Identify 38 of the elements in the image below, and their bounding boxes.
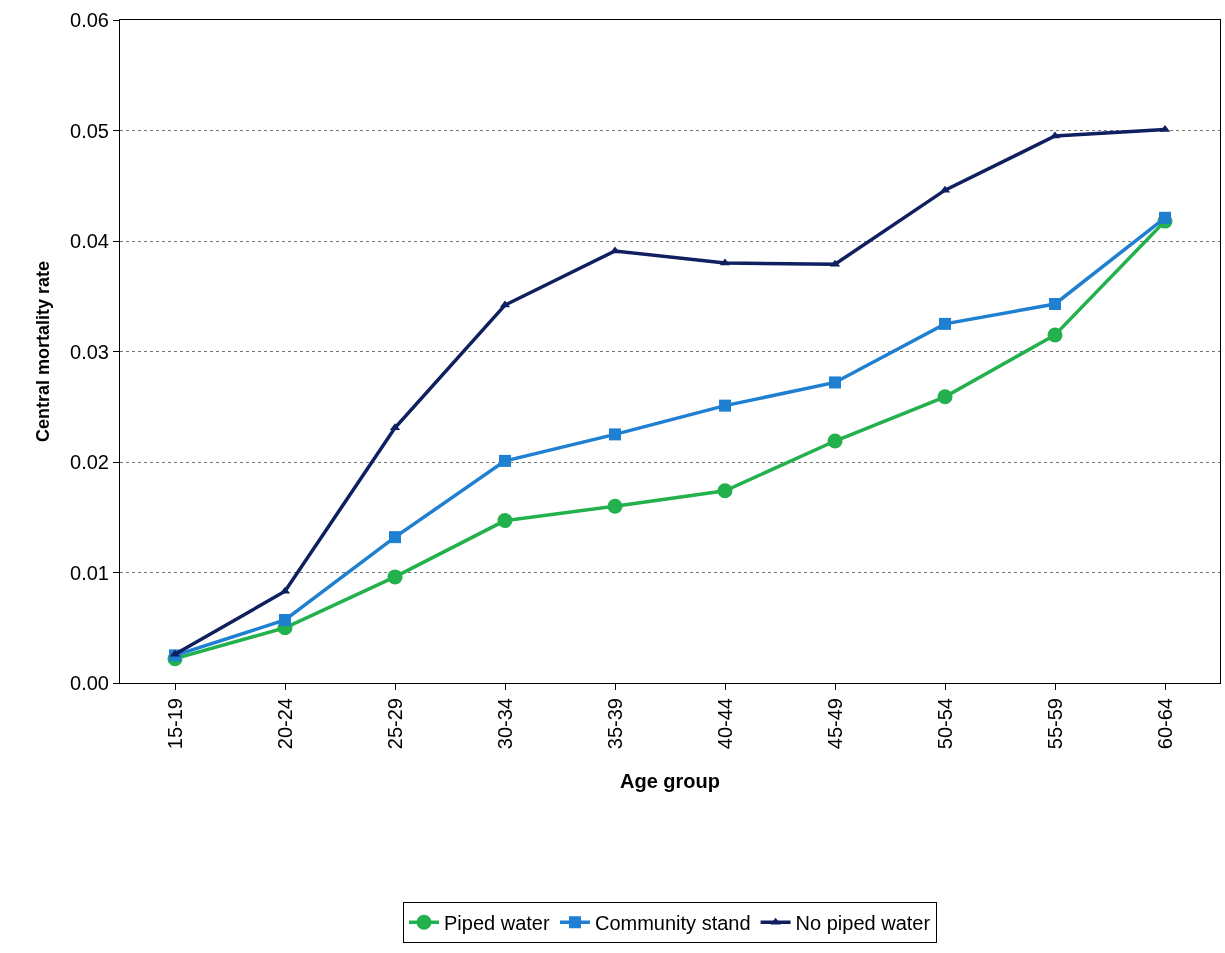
x-tick-label: 55-59 <box>1043 698 1066 750</box>
x-tick-label: 20-24 <box>273 698 296 750</box>
y-tick-label: 0.02 <box>70 451 109 473</box>
y-tick-label: 0.05 <box>70 119 109 142</box>
point <box>1049 297 1061 310</box>
y-tick-label: 0.00 <box>70 672 109 694</box>
legend-label: No piped water <box>795 912 931 935</box>
point <box>609 428 621 441</box>
x-tick-label: 60-64 <box>1153 698 1176 750</box>
point <box>607 498 623 514</box>
point <box>827 433 843 449</box>
y-tick-label: 0.01 <box>70 561 109 584</box>
x-tick-label: 25-29 <box>383 698 406 750</box>
point <box>389 531 401 544</box>
point <box>497 513 513 529</box>
x-tick-label: 40-44 <box>713 698 736 750</box>
x-tick-label: 30-34 <box>493 698 516 750</box>
legend-label: Piped water <box>444 912 550 935</box>
point <box>717 483 733 499</box>
point <box>719 399 731 412</box>
x-tick-label: 15-19 <box>163 698 186 750</box>
y-tick-label: 0.03 <box>70 340 109 363</box>
point <box>1159 211 1171 224</box>
x-tick-label: 35-39 <box>603 698 626 750</box>
point <box>939 317 951 330</box>
x-tick-label: 50-54 <box>933 698 956 750</box>
point <box>1047 327 1063 343</box>
point <box>499 454 511 467</box>
point <box>829 376 841 389</box>
y-axis-title: Central mortality rate <box>33 260 54 443</box>
y-tick-label: 0.06 <box>70 9 109 31</box>
point <box>387 569 403 585</box>
x-tick-label: 45-49 <box>823 698 846 750</box>
legend-label: Community stand <box>594 912 751 935</box>
y-tick-label: 0.04 <box>70 230 109 252</box>
point <box>279 614 291 627</box>
x-axis-title: Age group <box>620 769 720 792</box>
point <box>937 389 953 405</box>
